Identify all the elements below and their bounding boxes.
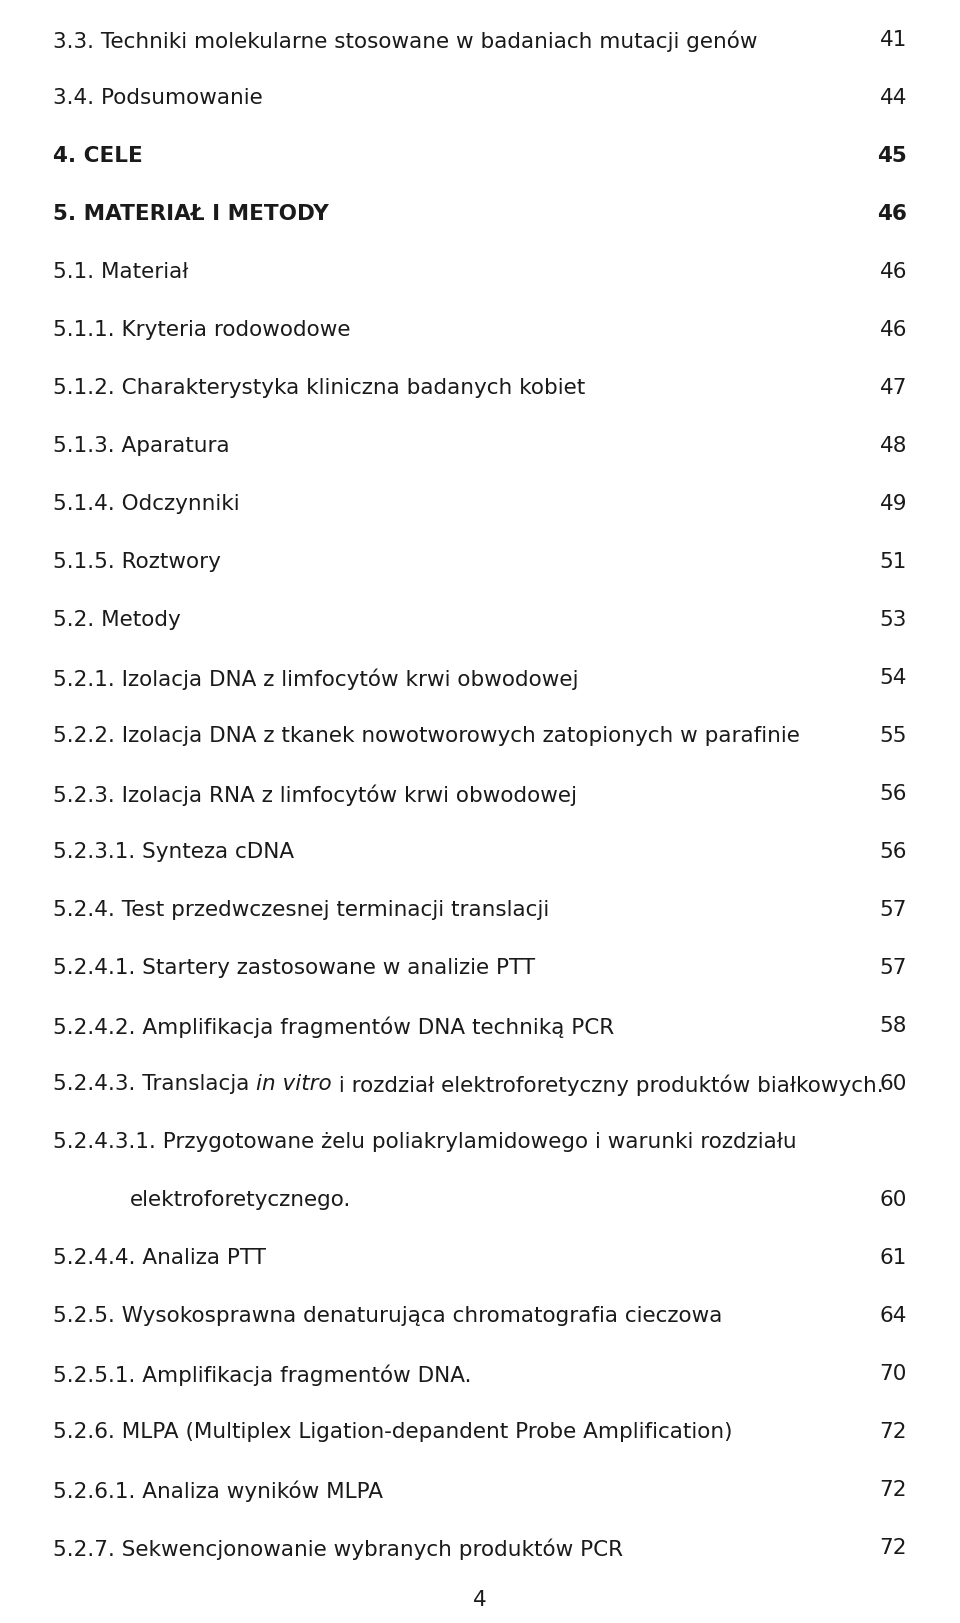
Text: 4: 4 xyxy=(473,1591,487,1610)
Text: i rozdział elektroforetyczny produktów białkowych.: i rozdział elektroforetyczny produktów b… xyxy=(332,1074,883,1096)
Text: 5.2.3.1. Synteza cDNA: 5.2.3.1. Synteza cDNA xyxy=(53,842,294,862)
Text: 54: 54 xyxy=(879,669,907,688)
Text: 51: 51 xyxy=(879,552,907,571)
Text: 56: 56 xyxy=(879,842,907,862)
Text: 5.1.4. Odczynniki: 5.1.4. Odczynniki xyxy=(53,493,240,514)
Text: 5.2.4. Test przedwczesnej terminacji translacji: 5.2.4. Test przedwczesnej terminacji tra… xyxy=(53,901,549,920)
Text: 5.2.3. Izolacja RNA z limfocytów krwi obwodowej: 5.2.3. Izolacja RNA z limfocytów krwi ob… xyxy=(53,784,577,805)
Text: 5. MATERIAŁ I METODY: 5. MATERIAŁ I METODY xyxy=(53,204,328,224)
Text: 72: 72 xyxy=(879,1422,907,1441)
Text: 5.2.6.1. Analiza wyników MLPA: 5.2.6.1. Analiza wyników MLPA xyxy=(53,1480,383,1501)
Text: 5.1.3. Aparatura: 5.1.3. Aparatura xyxy=(53,437,229,456)
Text: 60: 60 xyxy=(879,1190,907,1211)
Text: 5.2.6. MLPA (Multiplex Ligation-depandent Probe Amplification): 5.2.6. MLPA (Multiplex Ligation-depanden… xyxy=(53,1422,732,1441)
Text: 48: 48 xyxy=(879,437,907,456)
Text: 49: 49 xyxy=(879,493,907,514)
Text: 5.2.2. Izolacja DNA z tkanek nowotworowych zatopionych w parafinie: 5.2.2. Izolacja DNA z tkanek nowotworowy… xyxy=(53,725,800,747)
Text: 46: 46 xyxy=(877,204,907,224)
Text: 53: 53 xyxy=(879,610,907,630)
Text: 5.2.4.4. Analiza PTT: 5.2.4.4. Analiza PTT xyxy=(53,1248,266,1268)
Text: 72: 72 xyxy=(879,1480,907,1500)
Text: 5.2.4.3.1. Przygotowane żelu poliakrylamidowego i warunki rozdziału: 5.2.4.3.1. Przygotowane żelu poliakrylam… xyxy=(53,1131,797,1152)
Text: 41: 41 xyxy=(879,29,907,50)
Text: 5.2.7. Sekwencjonowanie wybranych produktów PCR: 5.2.7. Sekwencjonowanie wybranych produk… xyxy=(53,1539,623,1560)
Text: 5.2.5.1. Amplifikacja fragmentów DNA.: 5.2.5.1. Amplifikacja fragmentów DNA. xyxy=(53,1363,471,1386)
Text: 45: 45 xyxy=(877,146,907,166)
Text: 60: 60 xyxy=(879,1074,907,1094)
Text: 56: 56 xyxy=(879,784,907,803)
Text: 5.2.4.1. Startery zastosowane w analizie PTT: 5.2.4.1. Startery zastosowane w analizie… xyxy=(53,958,535,979)
Text: 5.2. Metody: 5.2. Metody xyxy=(53,610,180,630)
Text: 46: 46 xyxy=(879,320,907,339)
Text: 47: 47 xyxy=(879,378,907,398)
Text: 61: 61 xyxy=(879,1248,907,1268)
Text: 5.2.4.3. Translacja: 5.2.4.3. Translacja xyxy=(53,1074,256,1094)
Text: 5.1.5. Roztwory: 5.1.5. Roztwory xyxy=(53,552,221,571)
Text: 46: 46 xyxy=(879,261,907,282)
Text: in vitro: in vitro xyxy=(256,1074,332,1094)
Text: 5.1.2. Charakterystyka kliniczna badanych kobiet: 5.1.2. Charakterystyka kliniczna badanyc… xyxy=(53,378,586,398)
Text: 5.2.4.2. Amplifikacja fragmentów DNA techniką PCR: 5.2.4.2. Amplifikacja fragmentów DNA tec… xyxy=(53,1016,614,1037)
Text: 5.1.1. Kryteria rodowodowe: 5.1.1. Kryteria rodowodowe xyxy=(53,320,350,339)
Text: 64: 64 xyxy=(879,1307,907,1326)
Text: 72: 72 xyxy=(879,1539,907,1558)
Text: 3.3. Techniki molekularne stosowane w badaniach mutacji genów: 3.3. Techniki molekularne stosowane w ba… xyxy=(53,29,757,52)
Text: 3.4. Podsumowanie: 3.4. Podsumowanie xyxy=(53,88,263,109)
Text: 5.1. Materiał: 5.1. Materiał xyxy=(53,261,188,282)
Text: 5.2.5. Wysokosprawna denaturująca chromatografia cieczowa: 5.2.5. Wysokosprawna denaturująca chroma… xyxy=(53,1307,722,1326)
Text: 70: 70 xyxy=(879,1363,907,1384)
Text: 58: 58 xyxy=(879,1016,907,1035)
Text: 57: 57 xyxy=(879,901,907,920)
Text: 4. CELE: 4. CELE xyxy=(53,146,143,166)
Text: 44: 44 xyxy=(879,88,907,109)
Text: elektroforetycznego.: elektroforetycznego. xyxy=(130,1190,351,1211)
Text: 57: 57 xyxy=(879,958,907,979)
Text: 55: 55 xyxy=(879,725,907,747)
Text: 5.2.1. Izolacja DNA z limfocytów krwi obwodowej: 5.2.1. Izolacja DNA z limfocytów krwi ob… xyxy=(53,669,579,690)
